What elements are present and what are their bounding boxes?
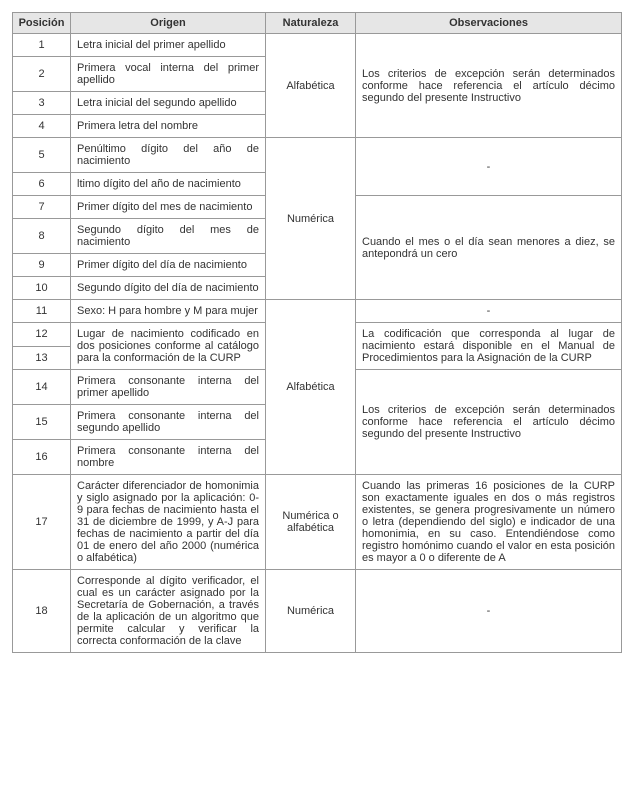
cell-pos: 3 bbox=[13, 92, 71, 115]
col-observaciones: Observaciones bbox=[356, 13, 622, 34]
cell-pos: 10 bbox=[13, 277, 71, 300]
cell-pos: 4 bbox=[13, 115, 71, 138]
cell-origen: Primera vocal interna del primer apellid… bbox=[71, 57, 266, 92]
cell-origen: Corresponde al dígito verificador, el cu… bbox=[71, 570, 266, 653]
cell-origen: Segundo dígito del día de nacimiento bbox=[71, 277, 266, 300]
table-header-row: Posición Origen Naturaleza Observaciones bbox=[13, 13, 622, 34]
col-origen: Origen bbox=[71, 13, 266, 34]
cell-pos: 1 bbox=[13, 34, 71, 57]
cell-origen: Letra inicial del primer apellido bbox=[71, 34, 266, 57]
cell-naturaleza: Alfabética bbox=[266, 34, 356, 138]
cell-pos: 18 bbox=[13, 570, 71, 653]
cell-origen: Primer dígito del mes de nacimiento bbox=[71, 196, 266, 219]
cell-naturaleza: Alfabética bbox=[266, 300, 356, 475]
curp-table: Posición Origen Naturaleza Observaciones… bbox=[12, 12, 622, 653]
cell-pos: 8 bbox=[13, 219, 71, 254]
table-row: 11 Sexo: H para hombre y M para mujer Al… bbox=[13, 300, 622, 323]
table-row: 5 Penúltimo dígito del año de nacimiento… bbox=[13, 138, 622, 173]
table-row: 17 Carácter diferenciador de homonimia y… bbox=[13, 475, 622, 570]
cell-obs: - bbox=[356, 570, 622, 653]
cell-origen: Primera consonante interna del segundo a… bbox=[71, 405, 266, 440]
cell-obs: Los criterios de excepción serán determi… bbox=[356, 34, 622, 138]
cell-origen: Lugar de nacimiento codificado en dos po… bbox=[71, 323, 266, 370]
cell-origen: Primera letra del nombre bbox=[71, 115, 266, 138]
cell-obs: La codificación que corresponda al lugar… bbox=[356, 323, 622, 370]
cell-pos: 13 bbox=[13, 346, 71, 370]
cell-pos: 15 bbox=[13, 405, 71, 440]
cell-pos: 14 bbox=[13, 370, 71, 405]
cell-naturaleza: Numérica o alfabética bbox=[266, 475, 356, 570]
cell-pos: 12 bbox=[13, 323, 71, 347]
cell-origen: Primera consonante interna del nombre bbox=[71, 440, 266, 475]
cell-pos: 17 bbox=[13, 475, 71, 570]
col-posicion: Posición bbox=[13, 13, 71, 34]
cell-origen: Sexo: H para hombre y M para mujer bbox=[71, 300, 266, 323]
cell-naturaleza: Numérica bbox=[266, 570, 356, 653]
cell-pos: 16 bbox=[13, 440, 71, 475]
cell-origen: ltimo dígito del año de nacimiento bbox=[71, 173, 266, 196]
cell-origen: Penúltimo dígito del año de nacimiento bbox=[71, 138, 266, 173]
cell-obs: - bbox=[356, 138, 622, 196]
cell-pos: 6 bbox=[13, 173, 71, 196]
cell-pos: 7 bbox=[13, 196, 71, 219]
cell-obs: Cuando el mes o el día sean menores a di… bbox=[356, 196, 622, 300]
cell-obs: Los criterios de excepción serán determi… bbox=[356, 370, 622, 475]
cell-pos: 5 bbox=[13, 138, 71, 173]
cell-origen: Segundo dígito del mes de nacimiento bbox=[71, 219, 266, 254]
cell-origen: Carácter diferenciador de homonimia y si… bbox=[71, 475, 266, 570]
cell-pos: 9 bbox=[13, 254, 71, 277]
table-row: 1 Letra inicial del primer apellido Alfa… bbox=[13, 34, 622, 57]
cell-origen: Primer dígito del día de nacimiento bbox=[71, 254, 266, 277]
col-naturaleza: Naturaleza bbox=[266, 13, 356, 34]
cell-obs: Cuando las primeras 16 posiciones de la … bbox=[356, 475, 622, 570]
cell-pos: 11 bbox=[13, 300, 71, 323]
cell-pos: 2 bbox=[13, 57, 71, 92]
cell-origen: Primera consonante interna del primer ap… bbox=[71, 370, 266, 405]
table-row: 18 Corresponde al dígito verificador, el… bbox=[13, 570, 622, 653]
cell-origen: Letra inicial del segundo apellido bbox=[71, 92, 266, 115]
cell-naturaleza: Numérica bbox=[266, 138, 356, 300]
cell-obs: - bbox=[356, 300, 622, 323]
